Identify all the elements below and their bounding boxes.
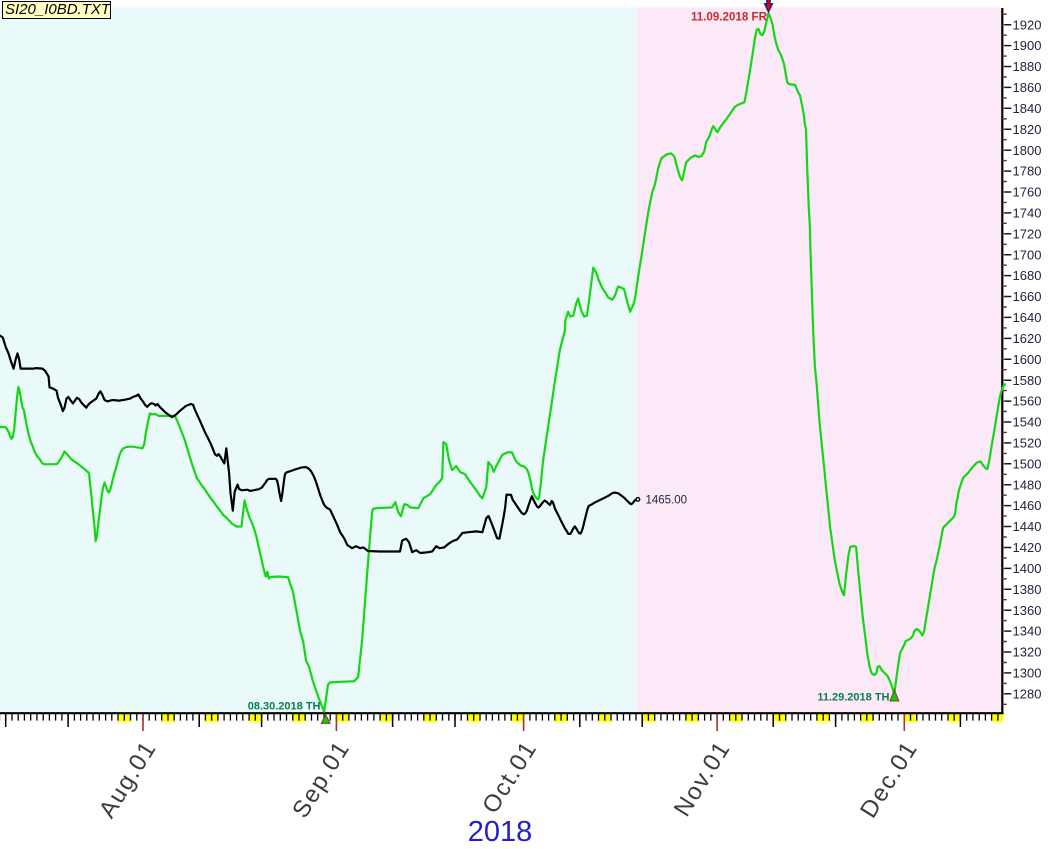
- svg-text:11.29.2018 TH: 11.29.2018 TH: [817, 692, 889, 704]
- svg-text:1600: 1600: [1013, 352, 1042, 367]
- svg-text:1760: 1760: [1013, 185, 1042, 200]
- svg-text:1720: 1720: [1013, 226, 1042, 241]
- svg-text:1660: 1660: [1013, 289, 1042, 304]
- svg-text:1380: 1380: [1013, 582, 1042, 597]
- svg-text:1465.00: 1465.00: [646, 495, 688, 507]
- svg-text:1400: 1400: [1013, 561, 1042, 576]
- svg-text:1480: 1480: [1013, 477, 1042, 492]
- svg-text:1460: 1460: [1013, 498, 1042, 513]
- svg-text:1900: 1900: [1013, 38, 1042, 53]
- svg-text:1580: 1580: [1013, 373, 1042, 388]
- svg-text:08.30.2018 TH: 08.30.2018 TH: [248, 701, 321, 713]
- svg-text:1740: 1740: [1013, 206, 1042, 221]
- svg-text:1620: 1620: [1013, 331, 1042, 346]
- svg-text:1780: 1780: [1013, 164, 1042, 179]
- svg-text:1700: 1700: [1013, 247, 1042, 262]
- svg-text:1640: 1640: [1013, 310, 1042, 325]
- svg-text:11.09.2018 FR: 11.09.2018 FR: [691, 10, 768, 23]
- svg-text:1860: 1860: [1013, 80, 1042, 95]
- svg-text:1340: 1340: [1013, 624, 1042, 639]
- svg-text:1440: 1440: [1013, 519, 1042, 534]
- svg-text:1520: 1520: [1013, 436, 1042, 451]
- svg-text:1840: 1840: [1013, 101, 1042, 116]
- svg-text:1500: 1500: [1013, 456, 1042, 471]
- svg-text:1880: 1880: [1013, 59, 1042, 74]
- svg-text:1360: 1360: [1013, 603, 1042, 618]
- svg-text:1920: 1920: [1013, 17, 1042, 32]
- svg-text:1420: 1420: [1013, 540, 1042, 555]
- svg-text:1560: 1560: [1013, 394, 1042, 409]
- svg-text:1280: 1280: [1013, 686, 1042, 701]
- svg-text:1820: 1820: [1013, 122, 1042, 137]
- svg-text:1540: 1540: [1013, 415, 1042, 430]
- svg-text:1680: 1680: [1013, 268, 1042, 283]
- svg-text:1320: 1320: [1013, 645, 1042, 660]
- svg-text:1800: 1800: [1013, 143, 1042, 158]
- svg-text:1300: 1300: [1013, 666, 1042, 681]
- svg-text:2018: 2018: [468, 816, 533, 848]
